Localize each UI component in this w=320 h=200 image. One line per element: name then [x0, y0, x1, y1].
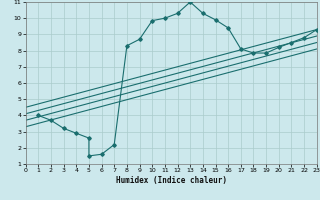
X-axis label: Humidex (Indice chaleur): Humidex (Indice chaleur): [116, 176, 227, 185]
